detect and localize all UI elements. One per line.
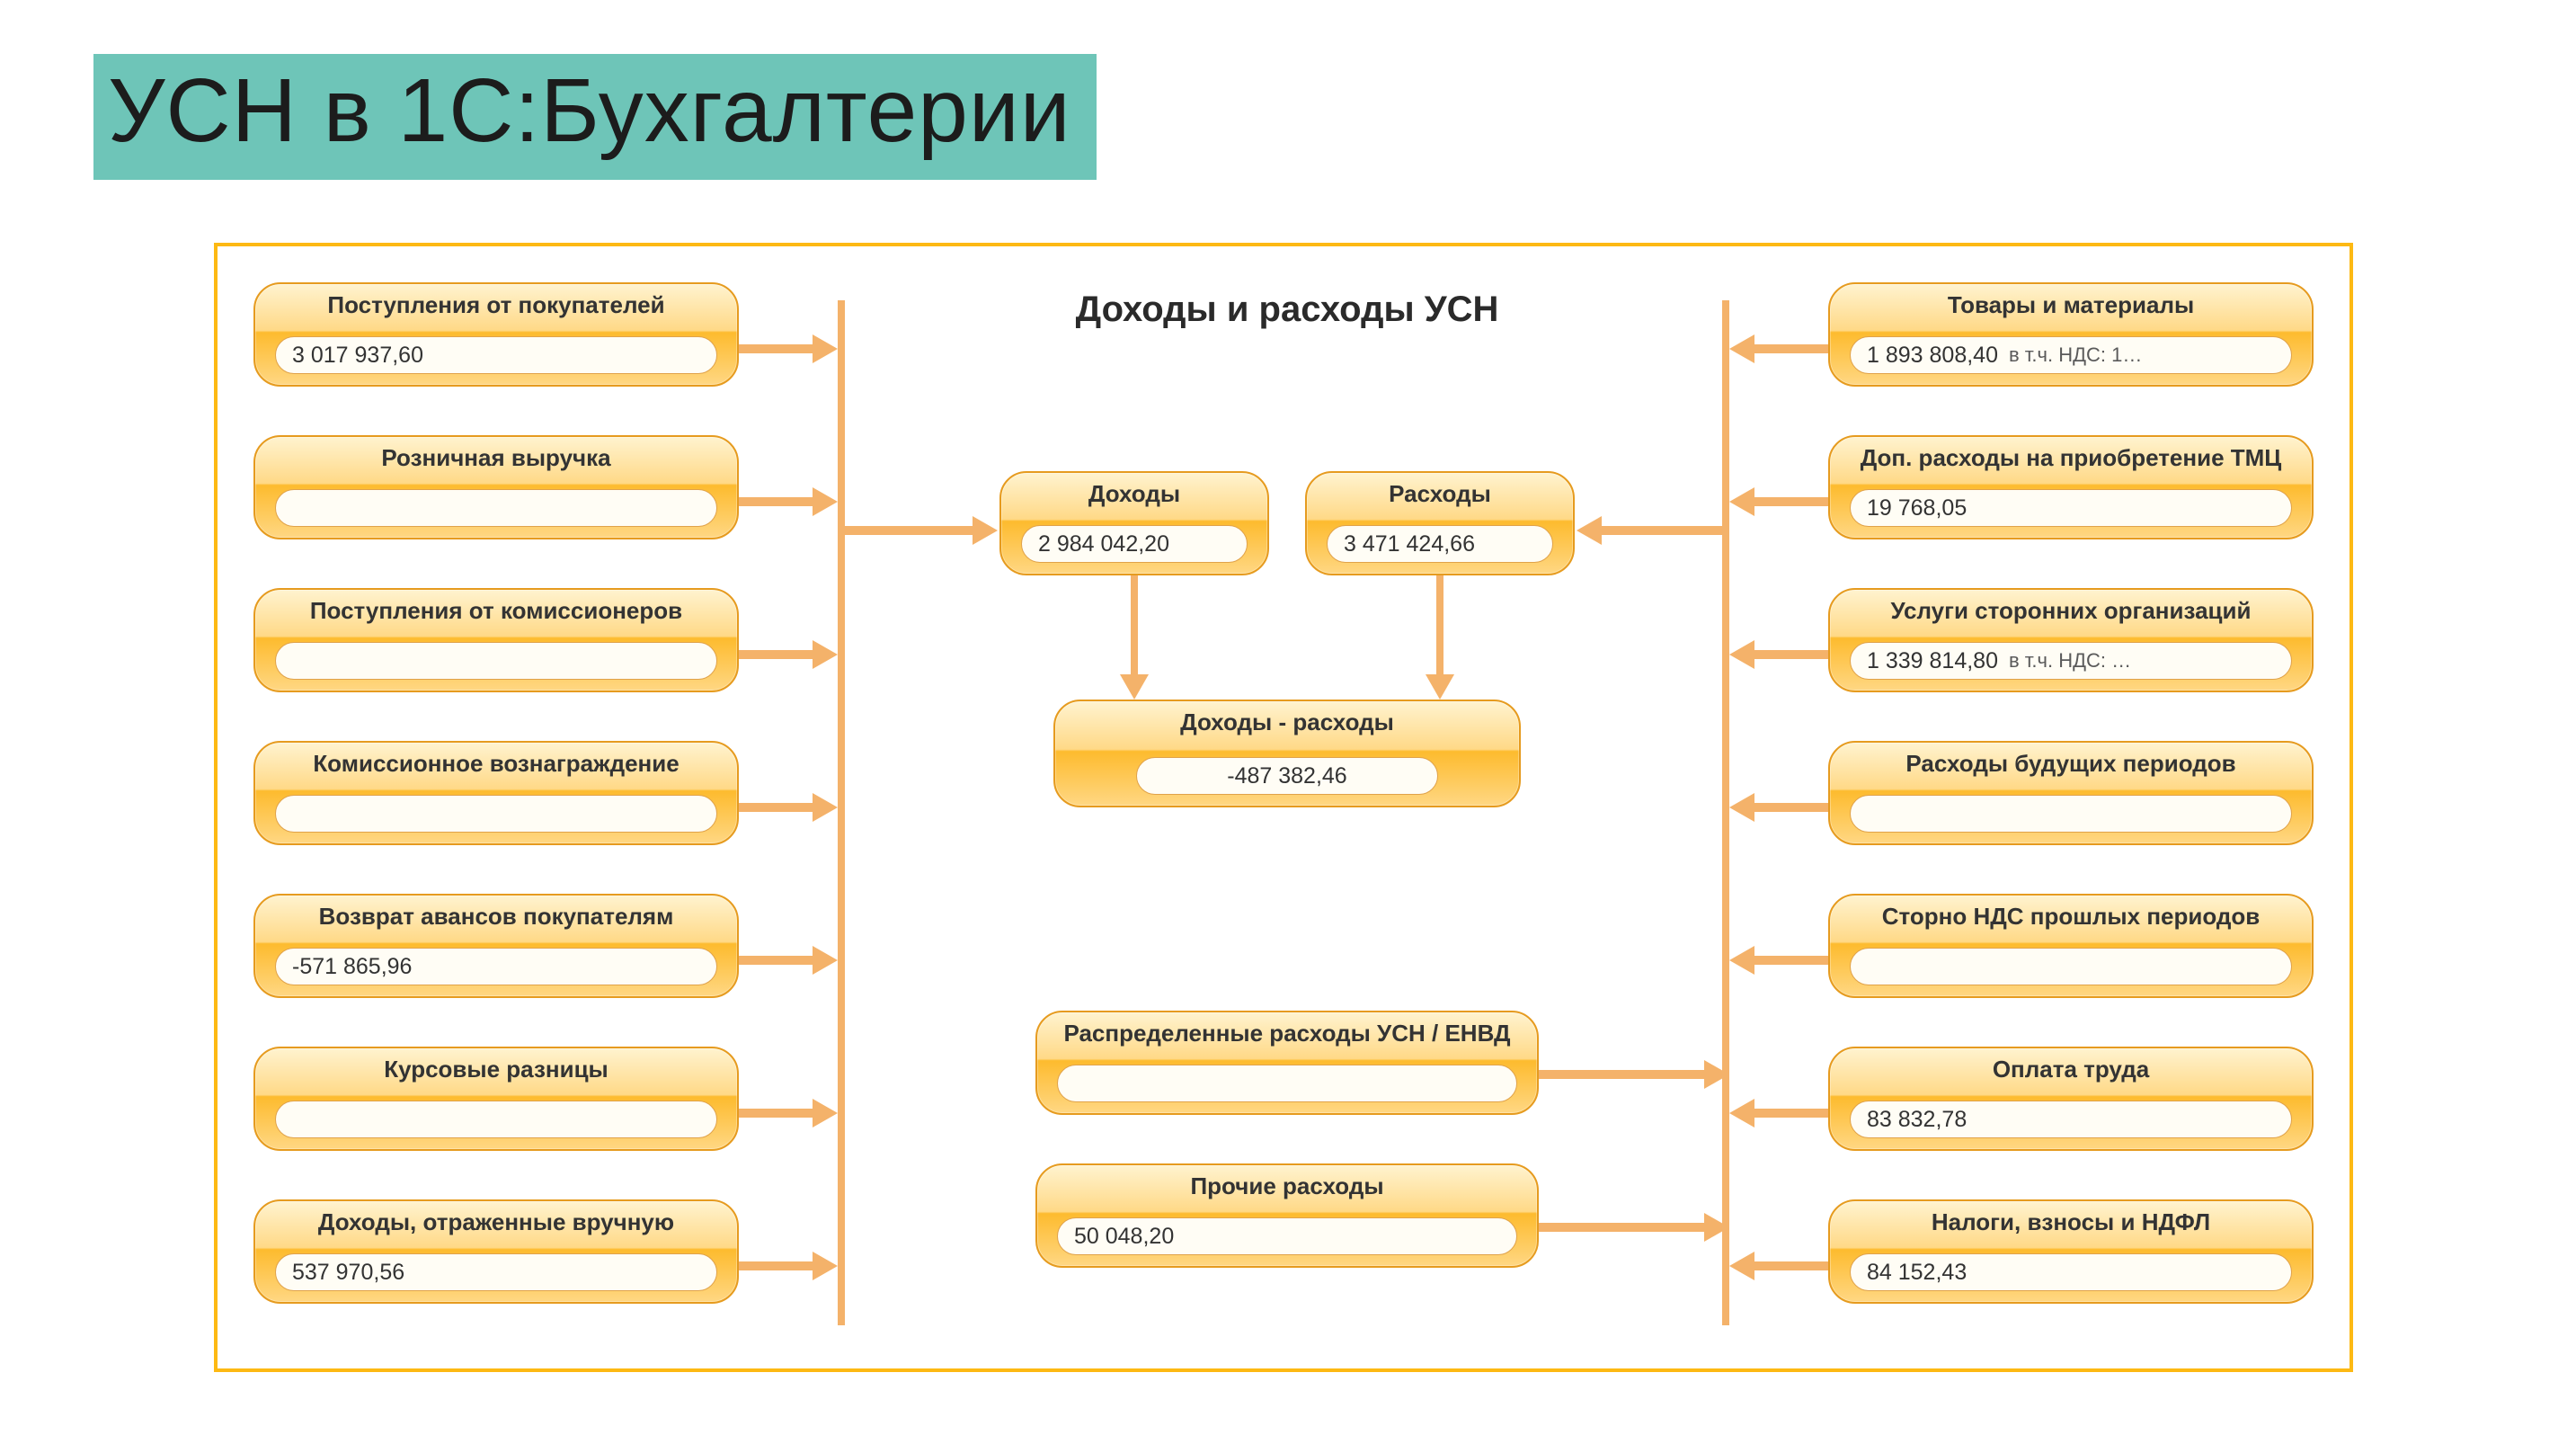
conn-bus-to-expense — [1577, 516, 1729, 545]
conn-other-to-bus — [1539, 1213, 1729, 1242]
right-node-0[interactable]: Товары и материалы 1 893 808,40 в т.ч. Н… — [1828, 282, 2314, 387]
left-node-2[interactable]: Поступления от комиссионеров — [253, 588, 739, 692]
conn-left-3 — [739, 793, 838, 822]
left-bus-line — [838, 300, 845, 1325]
node-label: Курсовые разницы — [255, 1048, 737, 1083]
right-node-2[interactable]: Услуги сторонних организаций 1 339 814,8… — [1828, 588, 2314, 692]
node-value: 537 970,56 — [292, 1260, 404, 1286]
diagram-title: Доходы и расходы УСН — [883, 290, 1692, 330]
conn-left-6 — [739, 1252, 838, 1280]
node-label: Оплата труда — [1830, 1048, 2312, 1083]
center-shared[interactable]: Распределенные расходы УСН / ЕНВД — [1035, 1011, 1539, 1115]
node-value: 3 471 424,66 — [1344, 531, 1475, 557]
conn-left-4 — [739, 946, 838, 975]
node-label: Поступления от покупателей — [255, 284, 737, 319]
conn-left-2 — [739, 640, 838, 669]
conn-left-0 — [739, 334, 838, 363]
conn-right-0 — [1729, 334, 1828, 363]
conn-shared-to-bus — [1539, 1060, 1729, 1089]
left-node-1[interactable]: Розничная выручка — [253, 435, 739, 539]
conn-right-6 — [1729, 1252, 1828, 1280]
node-label: Розничная выручка — [255, 437, 737, 472]
right-node-4[interactable]: Сторно НДС прошлых периодов — [1828, 894, 2314, 998]
node-value: -571 865,96 — [292, 954, 412, 980]
center-diff[interactable]: Доходы - расходы -487 382,46 — [1053, 700, 1521, 807]
left-node-3[interactable]: Комиссионное вознаграждение — [253, 741, 739, 845]
node-label: Поступления от комиссионеров — [255, 590, 737, 625]
page: УСН в 1С:Бухгалтерии Поступления от поку… — [0, 0, 2576, 1435]
diagram-frame: Поступления от покупателей 3 017 937,60 … — [214, 243, 2353, 1372]
node-label: Распределенные расходы УСН / ЕНВД — [1037, 1012, 1537, 1047]
node-extra: в т.ч. НДС: 1… — [2009, 343, 2142, 367]
conn-right-3 — [1729, 793, 1828, 822]
node-value: 50 048,20 — [1074, 1224, 1174, 1250]
conn-right-2 — [1729, 640, 1828, 669]
right-node-6[interactable]: Налоги, взносы и НДФЛ 84 152,43 — [1828, 1199, 2314, 1304]
node-label: Расходы будущих периодов — [1830, 743, 2312, 778]
center-area: Доходы и расходы УСН Доходы 2 984 042,20… — [883, 246, 1692, 1368]
left-node-6[interactable]: Доходы, отраженные вручную 537 970,56 — [253, 1199, 739, 1304]
conn-expense-down — [1436, 575, 1443, 674]
node-value: 2 984 042,20 — [1038, 531, 1169, 557]
left-node-5[interactable]: Курсовые разницы — [253, 1047, 739, 1151]
node-label: Услуги сторонних организаций — [1830, 590, 2312, 625]
right-bus-line — [1722, 300, 1729, 1325]
node-value: 1 893 808,40 — [1867, 343, 1998, 369]
node-value: 84 152,43 — [1867, 1260, 1967, 1286]
node-label: Возврат авансов покупателям — [255, 896, 737, 931]
node-value: 83 832,78 — [1867, 1107, 1967, 1133]
center-expense[interactable]: Расходы 3 471 424,66 — [1305, 471, 1575, 575]
page-heading: УСН в 1С:Бухгалтерии — [93, 54, 1097, 180]
right-node-3[interactable]: Расходы будущих периодов — [1828, 741, 2314, 845]
node-label: Доходы - расходы — [1055, 701, 1519, 736]
left-node-0[interactable]: Поступления от покупателей 3 017 937,60 — [253, 282, 739, 387]
conn-left-5 — [739, 1099, 838, 1128]
right-node-5[interactable]: Оплата труда 83 832,78 — [1828, 1047, 2314, 1151]
conn-income-down — [1131, 575, 1138, 674]
node-label: Прочие расходы — [1037, 1165, 1537, 1200]
node-label: Товары и материалы — [1830, 284, 2312, 319]
right-node-1[interactable]: Доп. расходы на приобретение ТМЦ 19 768,… — [1828, 435, 2314, 539]
node-label: Доходы, отраженные вручную — [255, 1201, 737, 1236]
node-value: 19 768,05 — [1867, 495, 1967, 521]
node-value: 1 339 814,80 — [1867, 648, 1998, 674]
node-label: Комиссионное вознаграждение — [255, 743, 737, 778]
node-label: Доходы — [1001, 473, 1267, 508]
left-node-4[interactable]: Возврат авансов покупателям -571 865,96 — [253, 894, 739, 998]
node-label: Сторно НДС прошлых периодов — [1830, 896, 2312, 931]
node-value: 3 017 937,60 — [292, 343, 423, 369]
node-extra: в т.ч. НДС: … — [2009, 649, 2131, 673]
center-other[interactable]: Прочие расходы 50 048,20 — [1035, 1163, 1539, 1268]
node-label: Доп. расходы на приобретение ТМЦ — [1830, 437, 2312, 472]
conn-right-5 — [1729, 1099, 1828, 1128]
conn-right-4 — [1729, 946, 1828, 975]
node-label: Налоги, взносы и НДФЛ — [1830, 1201, 2312, 1236]
node-label: Расходы — [1307, 473, 1573, 508]
conn-left-1 — [739, 487, 838, 516]
conn-bus-to-income — [845, 516, 998, 545]
node-value: -487 382,46 — [1227, 763, 1346, 789]
conn-right-1 — [1729, 487, 1828, 516]
center-income[interactable]: Доходы 2 984 042,20 — [999, 471, 1269, 575]
